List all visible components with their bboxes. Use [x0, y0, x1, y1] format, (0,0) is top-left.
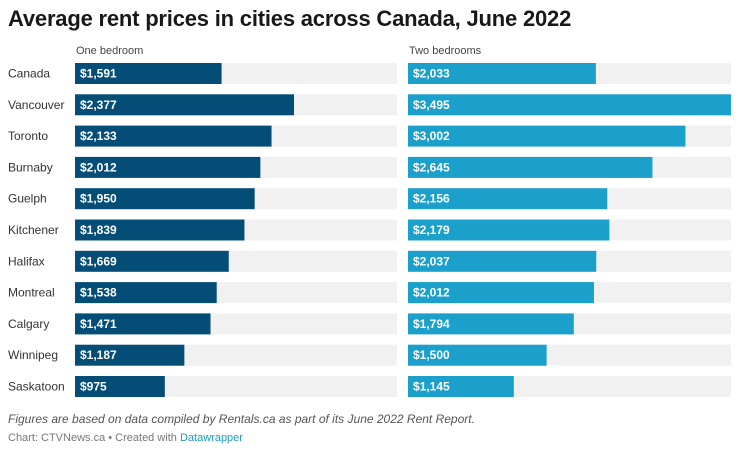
bar [408, 376, 514, 397]
bar-value-label: $1,794 [413, 317, 450, 331]
bar [75, 94, 294, 116]
bar [408, 63, 596, 84]
series-header-1: Two bedrooms [409, 45, 482, 57]
bar [408, 313, 574, 335]
category-label: Winnipeg [8, 348, 58, 362]
bar-value-label: $1,839 [80, 223, 117, 237]
bar-value-label: $2,179 [413, 223, 450, 237]
bar [75, 250, 229, 272]
bar [75, 282, 217, 304]
bar-value-label: $2,133 [80, 129, 117, 143]
category-label: Vancouver [8, 98, 64, 112]
category-label: Canada [8, 67, 50, 81]
byline-separator: • Created with [105, 432, 180, 444]
bar [75, 63, 222, 84]
chart-title: Average rent prices in cities across Can… [8, 6, 572, 31]
bar [75, 313, 211, 335]
series-header-0: One bedroom [76, 45, 143, 57]
bar-value-label: $1,538 [80, 286, 117, 300]
bar-value-label: $2,033 [413, 67, 450, 81]
bar [408, 188, 608, 210]
bar [408, 94, 731, 116]
bar-value-label: $2,012 [413, 286, 450, 300]
category-label: Calgary [8, 317, 49, 331]
category-label: Burnaby [8, 160, 53, 174]
bar-value-label: $1,500 [413, 348, 450, 362]
bar-value-label: $1,950 [80, 192, 117, 206]
bar [75, 344, 185, 366]
chart-byline: Chart: CTVNews.ca • Created with Datawra… [8, 432, 243, 444]
bar-value-label: $1,471 [80, 317, 117, 331]
bar [75, 376, 165, 397]
bar [408, 125, 686, 147]
bar-value-label: $975 [80, 380, 107, 394]
bar-value-label: $2,012 [80, 160, 117, 174]
chart-notes: Figures are based on data compiled by Re… [8, 412, 475, 426]
bar-value-label: $2,037 [413, 254, 450, 268]
category-label: Montreal [8, 286, 55, 300]
bar [75, 156, 261, 178]
category-label: Halifax [8, 254, 45, 268]
bar-value-label: $1,591 [80, 67, 117, 81]
bar-value-label: $2,377 [80, 98, 117, 112]
category-label: Saskatoon [8, 380, 65, 394]
bar-value-label: $3,002 [413, 129, 450, 143]
bar-value-label: $1,187 [80, 348, 117, 362]
category-label: Kitchener [8, 223, 59, 237]
bar [408, 250, 597, 272]
bar-value-label: $1,145 [413, 380, 450, 394]
bar [75, 219, 245, 241]
category-label: Toronto [8, 129, 48, 143]
byline-source: Chart: CTVNews.ca [8, 432, 106, 444]
bar-value-label: $2,156 [413, 192, 450, 206]
bar-chart: One bedroom Two bedrooms Canada $1,591 $2,03… [8, 45, 731, 397]
bar [408, 344, 547, 366]
bar [75, 188, 255, 210]
bar [408, 282, 594, 304]
bar-value-label: $2,645 [413, 160, 450, 174]
bar [408, 219, 610, 241]
bar-value-label: $1,669 [80, 254, 117, 268]
bar [408, 156, 653, 178]
bar-value-label: $3,495 [413, 98, 450, 112]
category-label: Guelph [8, 192, 47, 206]
datawrapper-link[interactable]: Datawrapper [179, 432, 243, 444]
bar [75, 125, 272, 147]
